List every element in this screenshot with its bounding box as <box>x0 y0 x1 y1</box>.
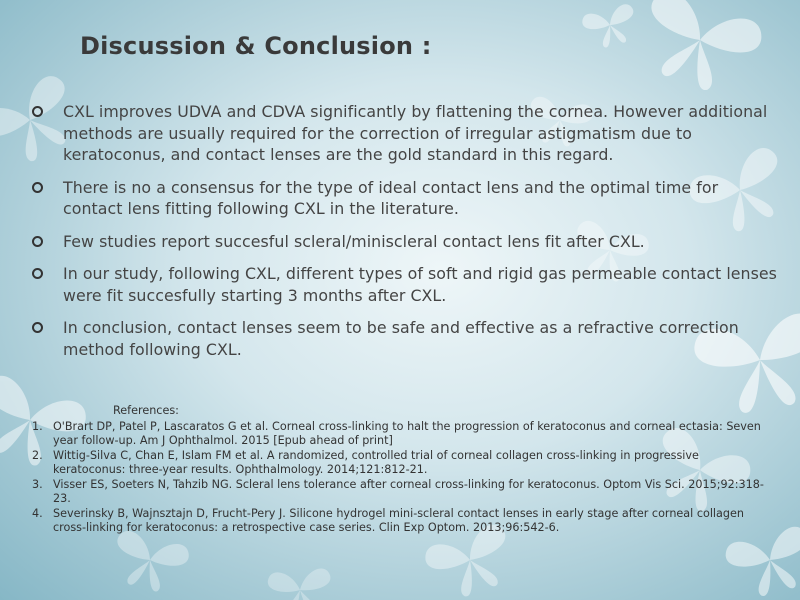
reference-item: 2. Wittig-Silva C, Chan E, Islam FM et a… <box>28 449 768 478</box>
reference-item: 1. O'Brart DP, Patel P, Lascaratos G et … <box>28 420 768 449</box>
reference-item: 4. Severinsky B, Wajnsztajn D, Frucht-Pe… <box>28 507 768 536</box>
butterfly-icon <box>630 0 767 103</box>
butterfly-icon <box>267 567 334 600</box>
reference-number: 4. <box>32 506 43 520</box>
bullet-text: Few studies report succesful scleral/min… <box>63 231 645 251</box>
slide-title: Discussion & Conclusion : <box>80 32 432 60</box>
bullet-circle-icon <box>32 322 43 333</box>
bullet-circle-icon <box>32 106 43 117</box>
bullet-text: In conclusion, contact lenses seem to be… <box>63 318 739 359</box>
reference-text: O'Brart DP, Patel P, Lascaratos G et al.… <box>53 419 761 448</box>
bullet-item: There is no a consensus for the type of … <box>30 177 780 220</box>
bullet-item: In our study, following CXL, different t… <box>30 263 780 306</box>
reference-item: 3. Visser ES, Soeters N, Tahzib NG. Scle… <box>28 478 768 507</box>
bullet-circle-icon <box>32 181 43 193</box>
butterfly-icon <box>107 528 192 598</box>
bullet-item: In conclusion, contact lenses seem to be… <box>30 317 780 360</box>
bullet-list: CXL improves UDVA and CDVA significantly… <box>30 101 780 371</box>
bullet-circle-icon <box>32 235 43 247</box>
bullet-item: Few studies report succesful scleral/min… <box>30 231 780 253</box>
reference-list: 1. O'Brart DP, Patel P, Lascaratos G et … <box>28 420 768 536</box>
bullet-text: There is no a consensus for the type of … <box>63 177 719 219</box>
bullet-text: In our study, following CXL, different t… <box>63 264 777 305</box>
reference-number: 3. <box>32 477 43 491</box>
reference-text: Severinsky B, Wajnsztajn D, Frucht-Pery … <box>53 506 744 535</box>
references-section: References: 1. O'Brart DP, Patel P, Lasc… <box>28 404 768 536</box>
references-heading: References: <box>113 404 179 417</box>
butterfly-icon <box>580 2 641 52</box>
bullet-item: CXL improves UDVA and CDVA significantly… <box>30 101 780 166</box>
reference-number: 2. <box>32 448 43 462</box>
reference-text: Wittig-Silva C, Chan E, Islam FM et al. … <box>53 448 699 477</box>
bullet-circle-icon <box>32 268 43 279</box>
reference-number: 1. <box>32 419 43 433</box>
bullet-text: CXL improves UDVA and CDVA significantly… <box>63 102 768 164</box>
reference-text: Visser ES, Soeters N, Tahzib NG. Scleral… <box>53 477 764 506</box>
